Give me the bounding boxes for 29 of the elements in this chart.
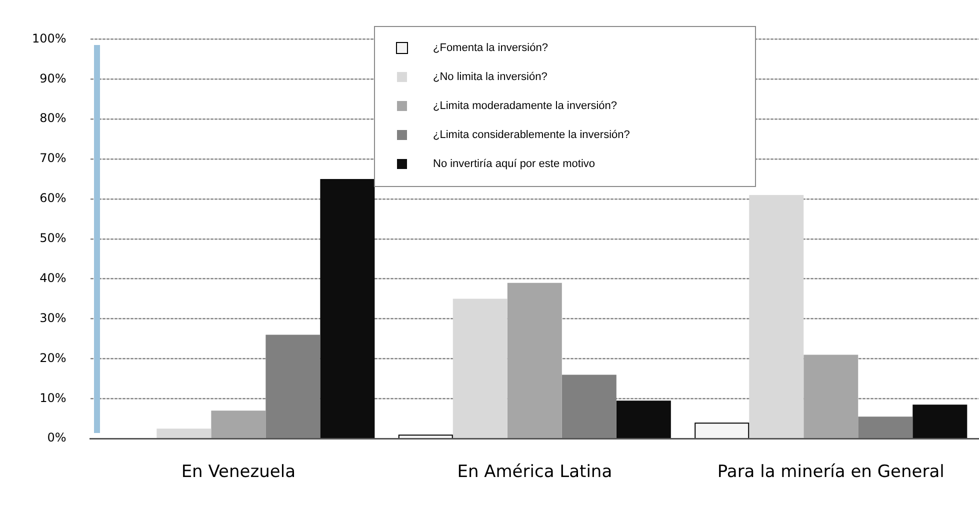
y-tick-label: 10% [40, 390, 66, 405]
bar [804, 354, 858, 438]
y-tick-label: 90% [40, 71, 66, 86]
y-tick-label: 60% [40, 191, 66, 206]
bar [452, 298, 508, 438]
bar [320, 178, 375, 438]
x-tick-label: Para la minería en General [717, 462, 944, 482]
legend-label: ¿Limita moderadamente la inversión? [433, 100, 618, 112]
y-tick-label: 80% [40, 111, 66, 126]
y-tick-label: 100% [32, 31, 66, 46]
bar [749, 194, 804, 438]
y-tick-label: 50% [40, 231, 66, 246]
bar [507, 282, 562, 438]
legend-label: No invertiría aquí por este motivo [433, 158, 596, 170]
y-tick-label: 70% [40, 151, 66, 166]
x-tick-label: En Venezuela [181, 462, 296, 482]
x-tick-label: En América Latina [457, 462, 612, 482]
y-tick-label: 40% [40, 270, 66, 285]
bar [211, 410, 266, 438]
y-tick-label: 0% [47, 430, 66, 445]
y-tick-label: 30% [40, 310, 66, 325]
legend-label: ¿Limita considerablemente la inversión? [433, 128, 630, 140]
legend-label: ¿No limita la inversión? [433, 70, 548, 82]
bar [858, 416, 913, 438]
y-tick-label: 20% [40, 350, 66, 365]
bar [156, 428, 212, 438]
bar [912, 404, 968, 438]
bar [616, 400, 671, 438]
legend-label: ¿Fomenta la inversión? [433, 42, 548, 54]
